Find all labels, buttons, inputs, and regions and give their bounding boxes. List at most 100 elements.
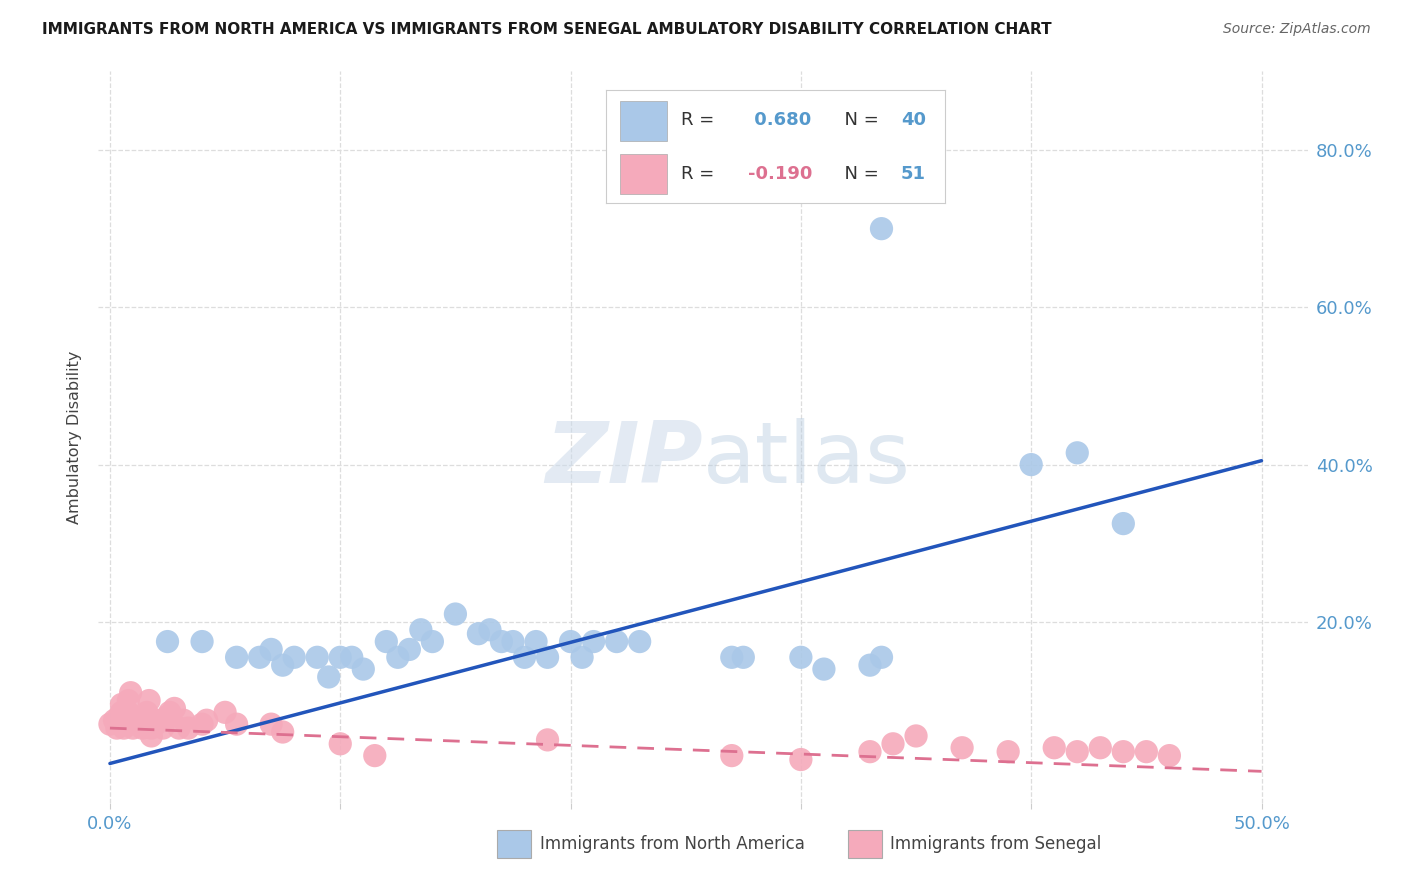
Point — [560, 634, 582, 648]
Text: Immigrants from Senegal: Immigrants from Senegal — [890, 835, 1102, 853]
Point — [225, 650, 247, 665]
Point — [127, 717, 149, 731]
Point — [152, 721, 174, 735]
Point — [128, 713, 150, 727]
Point — [422, 634, 444, 648]
Point — [467, 626, 489, 640]
Text: ZIP: ZIP — [546, 417, 703, 500]
Point — [524, 634, 547, 648]
Point — [387, 650, 409, 665]
Point — [131, 721, 153, 735]
Point — [340, 650, 363, 665]
Point — [1135, 745, 1157, 759]
Point — [134, 709, 156, 723]
Point — [502, 634, 524, 648]
Point — [135, 706, 157, 720]
Point — [375, 634, 398, 648]
Point — [950, 740, 973, 755]
Point — [1112, 516, 1135, 531]
Point — [117, 706, 139, 720]
Point — [409, 623, 432, 637]
Point — [606, 634, 628, 648]
Point — [870, 221, 893, 235]
Point — [271, 725, 294, 739]
FancyBboxPatch shape — [498, 830, 531, 858]
Point — [214, 706, 236, 720]
Point — [260, 642, 283, 657]
Point — [329, 737, 352, 751]
Point — [159, 706, 181, 720]
Point — [352, 662, 374, 676]
Point — [141, 729, 163, 743]
Point — [141, 721, 163, 735]
Point — [859, 745, 882, 759]
FancyBboxPatch shape — [848, 830, 882, 858]
Point — [117, 693, 139, 707]
Point — [318, 670, 340, 684]
Point — [790, 753, 813, 767]
Point — [444, 607, 467, 621]
Point — [283, 650, 305, 665]
Point — [1112, 745, 1135, 759]
Point — [177, 721, 200, 735]
Point — [398, 642, 420, 657]
Point — [98, 717, 121, 731]
Point — [870, 650, 893, 665]
Point — [1019, 458, 1042, 472]
Point — [191, 634, 214, 648]
Point — [149, 713, 172, 727]
Point — [536, 650, 558, 665]
Point — [733, 650, 755, 665]
Point — [122, 721, 145, 735]
Point — [720, 748, 742, 763]
Point — [478, 623, 501, 637]
Point — [260, 717, 283, 731]
Point — [173, 713, 195, 727]
Point — [156, 709, 179, 723]
Point — [249, 650, 271, 665]
Point — [329, 650, 352, 665]
Point — [191, 717, 214, 731]
Point — [138, 693, 160, 707]
Text: atlas: atlas — [703, 417, 911, 500]
Point — [103, 713, 125, 727]
Point — [110, 706, 132, 720]
Point — [112, 721, 135, 735]
Point — [571, 650, 593, 665]
Point — [271, 658, 294, 673]
Point — [195, 713, 218, 727]
Text: Immigrants from North America: Immigrants from North America — [540, 835, 804, 853]
Point — [364, 748, 387, 763]
Point — [1066, 446, 1088, 460]
Point — [997, 745, 1019, 759]
Point — [813, 662, 835, 676]
Point — [882, 737, 904, 751]
Point — [120, 686, 142, 700]
Point — [167, 721, 190, 735]
Text: Source: ZipAtlas.com: Source: ZipAtlas.com — [1223, 22, 1371, 37]
Point — [1043, 740, 1066, 755]
Point — [108, 709, 131, 723]
Point — [859, 658, 882, 673]
Point — [105, 721, 128, 735]
Y-axis label: Ambulatory Disability: Ambulatory Disability — [67, 351, 83, 524]
Point — [1090, 740, 1112, 755]
Point — [225, 717, 247, 731]
Point — [307, 650, 329, 665]
Point — [1066, 745, 1088, 759]
Point — [582, 634, 605, 648]
Point — [145, 717, 167, 731]
Point — [115, 709, 138, 723]
Point — [905, 729, 928, 743]
Text: IMMIGRANTS FROM NORTH AMERICA VS IMMIGRANTS FROM SENEGAL AMBULATORY DISABILITY C: IMMIGRANTS FROM NORTH AMERICA VS IMMIGRA… — [42, 22, 1052, 37]
Point — [163, 701, 186, 715]
Point — [491, 634, 513, 648]
Point — [156, 634, 179, 648]
Point — [790, 650, 813, 665]
Point — [1159, 748, 1181, 763]
Point — [536, 732, 558, 747]
Point — [513, 650, 536, 665]
Point — [720, 650, 742, 665]
Point — [628, 634, 651, 648]
Point — [110, 698, 132, 712]
